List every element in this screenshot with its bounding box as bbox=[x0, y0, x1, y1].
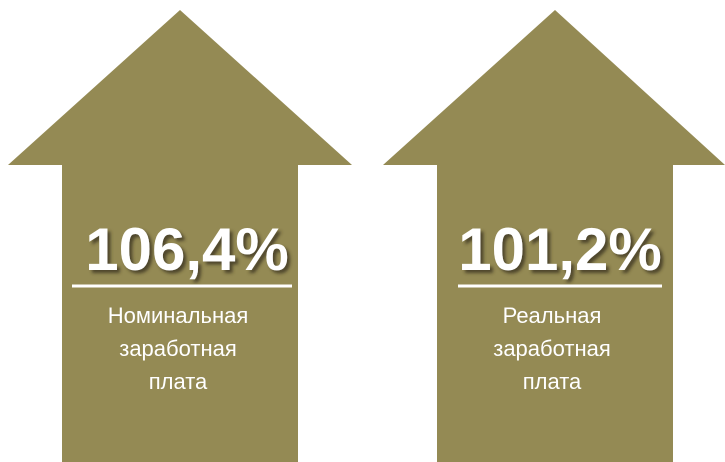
label-line: заработная bbox=[119, 336, 237, 361]
label-line: Номинальная bbox=[108, 303, 249, 328]
up-arrow bbox=[383, 10, 725, 462]
arrow-group: 101,2% Реальная заработная плата bbox=[383, 10, 725, 462]
label-line: плата bbox=[149, 369, 208, 394]
up-arrow bbox=[8, 10, 352, 462]
label-line: плата bbox=[523, 369, 582, 394]
value: 101,2% bbox=[458, 216, 662, 283]
arrow-group: 106,4% Номинальная заработная плата bbox=[8, 10, 352, 462]
label-line: Реальная bbox=[503, 303, 602, 328]
label-line: заработная bbox=[493, 336, 611, 361]
value: 106,4% bbox=[85, 216, 289, 283]
